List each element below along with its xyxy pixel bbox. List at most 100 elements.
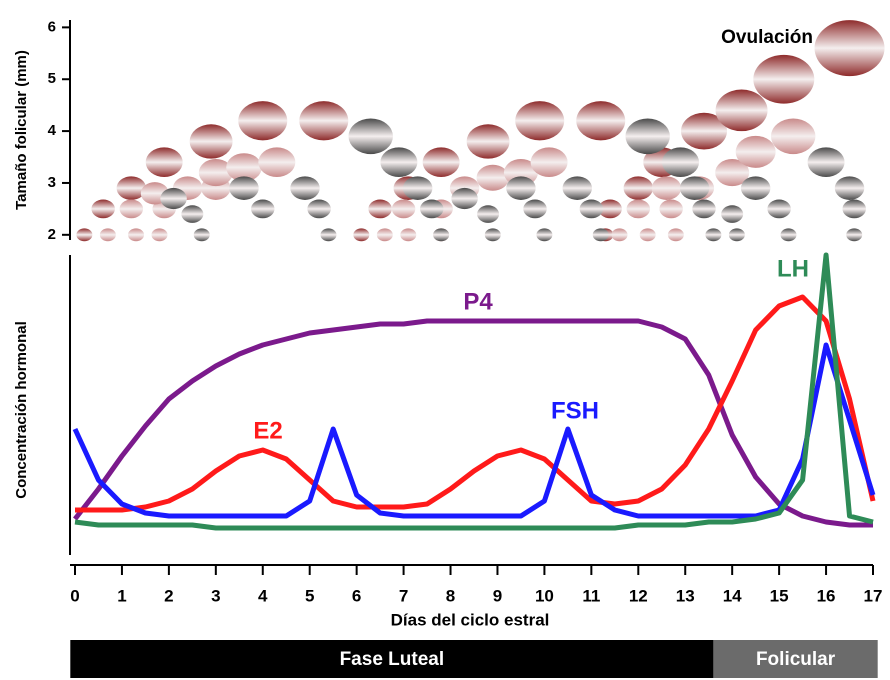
follicle <box>403 176 433 200</box>
follicle <box>741 176 771 200</box>
x-tick-label: 1 <box>117 586 126 605</box>
follicle <box>307 199 331 218</box>
follicle <box>151 228 167 241</box>
follicle <box>625 118 670 154</box>
phase-label: Fase Luteal <box>340 649 445 670</box>
x-tick-label: 9 <box>493 586 502 605</box>
x-tick-label: 0 <box>70 586 79 605</box>
follicle <box>420 199 444 218</box>
follicle <box>659 199 683 218</box>
follicle <box>120 199 144 218</box>
follicle <box>348 118 393 154</box>
follicle <box>258 147 295 177</box>
y-tick-label: 5 <box>48 70 56 87</box>
follicle <box>353 228 369 241</box>
follicle <box>380 147 417 177</box>
follicle <box>593 228 609 241</box>
follicle <box>100 228 116 241</box>
follicle <box>238 101 287 140</box>
follicle <box>467 124 510 158</box>
x-tick-label: 3 <box>211 586 220 605</box>
x-tick-label: 8 <box>446 586 455 605</box>
phase-label: Folicular <box>756 649 836 670</box>
follicle <box>433 228 449 241</box>
follicle <box>736 136 776 168</box>
hormone-line <box>75 297 873 510</box>
follicle <box>781 228 797 241</box>
follicle <box>680 176 710 200</box>
follicle <box>662 147 699 177</box>
series-label: FSH <box>551 397 599 424</box>
follicle <box>842 199 866 218</box>
follicle <box>423 147 460 177</box>
follicle <box>668 228 684 241</box>
follicle <box>128 228 144 241</box>
follicle <box>146 147 183 177</box>
series-label: E2 <box>253 417 282 444</box>
x-tick-label: 11 <box>582 586 600 605</box>
follicle <box>716 90 768 132</box>
follicle <box>729 228 745 241</box>
follicle <box>190 124 233 158</box>
follicle <box>563 176 593 200</box>
x-tick-label: 12 <box>629 586 648 605</box>
follicle <box>368 199 392 218</box>
y-axis-title: Concentración hormonal <box>13 321 30 499</box>
x-tick-label: 10 <box>535 586 554 605</box>
y-axis-title: Tamaño folicular (mm) <box>13 50 30 210</box>
follicle <box>485 228 501 241</box>
follicle <box>251 199 275 218</box>
x-tick-label: 17 <box>864 586 883 605</box>
follicle <box>815 20 885 76</box>
follicle <box>451 188 478 209</box>
x-tick-label: 16 <box>817 586 836 605</box>
follicle <box>624 176 654 200</box>
follicle <box>290 176 320 200</box>
follicle <box>536 228 552 241</box>
follicle <box>477 205 499 223</box>
follicle <box>531 147 568 177</box>
follicle <box>400 228 416 241</box>
follicle <box>76 228 92 241</box>
follicle <box>767 199 791 218</box>
follicle <box>523 199 547 218</box>
follicle <box>392 199 416 218</box>
follicle <box>194 228 210 241</box>
y-tick-label: 4 <box>48 122 57 139</box>
follicle <box>160 188 187 209</box>
follicle <box>808 147 845 177</box>
follicle <box>576 101 625 140</box>
follicle <box>377 228 393 241</box>
annotation: Ovulación <box>721 27 813 48</box>
y-tick-label: 3 <box>48 174 56 191</box>
follicle <box>91 199 115 218</box>
follicle <box>753 55 814 104</box>
follicle <box>299 101 348 140</box>
follicle <box>477 165 510 191</box>
chart: Tamaño folicular (mm) Concentración horm… <box>0 0 890 680</box>
follicle <box>640 228 656 241</box>
follicle <box>515 101 564 140</box>
series-label: LH <box>777 255 809 282</box>
follicle <box>229 176 258 200</box>
follicle <box>580 199 604 218</box>
x-tick-label: 5 <box>305 586 314 605</box>
hormone-line <box>75 321 873 525</box>
x-axis-title: Días del ciclo estral <box>391 610 550 629</box>
follicle <box>506 176 536 200</box>
y-tick-label: 2 <box>48 226 56 243</box>
follicle <box>846 228 862 241</box>
follicle <box>320 228 336 241</box>
y-tick-label: 6 <box>48 18 56 35</box>
x-tick-label: 4 <box>258 586 268 605</box>
x-tick-label: 14 <box>723 586 742 605</box>
x-tick-label: 7 <box>399 586 408 605</box>
follicle <box>627 199 651 218</box>
x-tick-label: 6 <box>352 586 361 605</box>
follicle <box>692 199 716 218</box>
x-tick-label: 13 <box>676 586 695 605</box>
x-tick-label: 15 <box>770 586 789 605</box>
follicle <box>181 205 203 223</box>
follicle <box>705 228 721 241</box>
x-tick-label: 2 <box>164 586 173 605</box>
